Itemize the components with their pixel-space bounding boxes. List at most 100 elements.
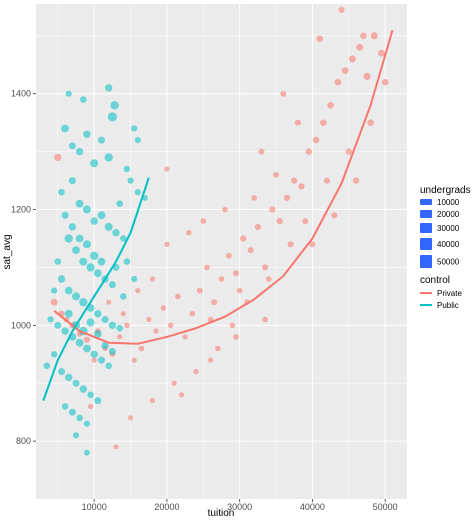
data-point-public [90, 159, 99, 168]
data-point-public [64, 309, 73, 318]
data-point-private [334, 78, 342, 86]
data-point-private [345, 148, 352, 155]
data-point-private [367, 119, 374, 126]
size-legend-label: 30000 [437, 224, 460, 233]
x-tick-label: 10000 [82, 502, 107, 512]
data-point-public [104, 222, 113, 231]
data-point-public [94, 310, 102, 318]
data-point-public [93, 269, 102, 278]
data-point-private [233, 334, 239, 340]
size-legend-key [420, 210, 432, 218]
data-point-public [120, 293, 127, 300]
data-point-private [193, 368, 199, 375]
data-point-public [105, 362, 112, 370]
y-tick-label: 1200 [11, 205, 31, 215]
color-legend-title: control [420, 275, 450, 286]
data-point-private [175, 293, 181, 300]
data-point-private [280, 90, 287, 97]
data-point-public [120, 235, 127, 242]
data-point-public [58, 188, 65, 196]
size-legend-label: 20000 [437, 210, 460, 219]
data-point-private [189, 310, 196, 317]
x-axis-title: tuition [208, 508, 235, 519]
y-tick-label: 800 [16, 436, 31, 446]
data-point-public [123, 258, 131, 265]
data-point-public [134, 137, 141, 144]
data-point-public [79, 385, 88, 393]
data-point-private [251, 195, 257, 201]
trend-lines [42, 29, 394, 401]
data-point-public [65, 373, 73, 382]
data-point-public [75, 234, 84, 243]
data-point-private [262, 264, 269, 271]
data-point-private [287, 241, 294, 248]
data-point-public [116, 324, 123, 332]
data-point-private [215, 345, 221, 352]
data-point-private [91, 357, 97, 363]
data-point-private [204, 264, 210, 271]
data-point-public [86, 318, 95, 327]
data-point-private [171, 380, 177, 386]
data-point-public [68, 408, 76, 416]
data-point-public [127, 177, 134, 184]
data-point-public [65, 90, 72, 97]
data-point-public [54, 258, 62, 265]
data-point-public [76, 414, 83, 422]
y-axis-ticks: 800 1000 1200 1400 [11, 89, 36, 446]
data-point-private [233, 270, 239, 277]
data-point-public [72, 379, 80, 387]
data-point-private [323, 177, 331, 184]
trend-line-public [42, 177, 150, 401]
data-point-public [97, 211, 106, 220]
x-axis-ticks: 10000 20000 30000 40000 50000 [82, 499, 398, 512]
data-point-private [327, 102, 334, 109]
size-legend-label: 40000 [437, 240, 460, 249]
data-point-private [352, 177, 360, 184]
data-point-public [108, 347, 116, 355]
data-point-public [43, 362, 51, 370]
data-point-public [87, 391, 94, 399]
data-point-private [131, 357, 137, 363]
data-point-public [90, 217, 98, 225]
data-points [43, 6, 389, 456]
data-point-private [294, 119, 301, 126]
y-axis-title: sat_avg [2, 234, 13, 269]
data-point-public [58, 368, 65, 376]
data-point-public [72, 246, 80, 255]
x-tick-label: 30000 [227, 502, 252, 512]
size-legend-items: 10000 20000 30000 40000 50000 [420, 198, 460, 268]
y-tick-label: 1000 [11, 320, 31, 330]
data-point-private [240, 235, 247, 242]
data-point-public [101, 316, 109, 323]
data-point-public [98, 136, 105, 144]
data-point-private [128, 415, 134, 421]
data-point-private [236, 287, 243, 294]
data-point-private [269, 206, 276, 213]
data-point-private [218, 276, 225, 282]
data-point-public [104, 153, 113, 162]
data-point-public [98, 356, 105, 364]
data-point-public [64, 234, 73, 243]
data-point-private [331, 212, 338, 219]
data-point-private [196, 287, 203, 294]
data-point-private [229, 322, 236, 328]
data-point-public [68, 223, 77, 231]
data-point-public [112, 229, 120, 237]
data-point-public [116, 200, 123, 207]
data-point-public [80, 96, 87, 103]
data-point-public [82, 205, 91, 214]
data-point-public [90, 350, 98, 358]
data-point-private [164, 241, 170, 247]
y-tick-label: 1400 [11, 89, 31, 99]
data-point-private [167, 322, 174, 329]
data-point-public [64, 286, 73, 295]
size-legend-label: 10000 [437, 198, 460, 207]
x-tick-label: 20000 [154, 502, 179, 512]
data-point-private [106, 299, 112, 305]
data-point-private [50, 298, 58, 306]
data-point-public [68, 142, 76, 150]
data-point-private [186, 230, 192, 236]
data-point-public [90, 251, 99, 260]
data-point-public [110, 101, 119, 110]
data-point-private [356, 43, 364, 51]
